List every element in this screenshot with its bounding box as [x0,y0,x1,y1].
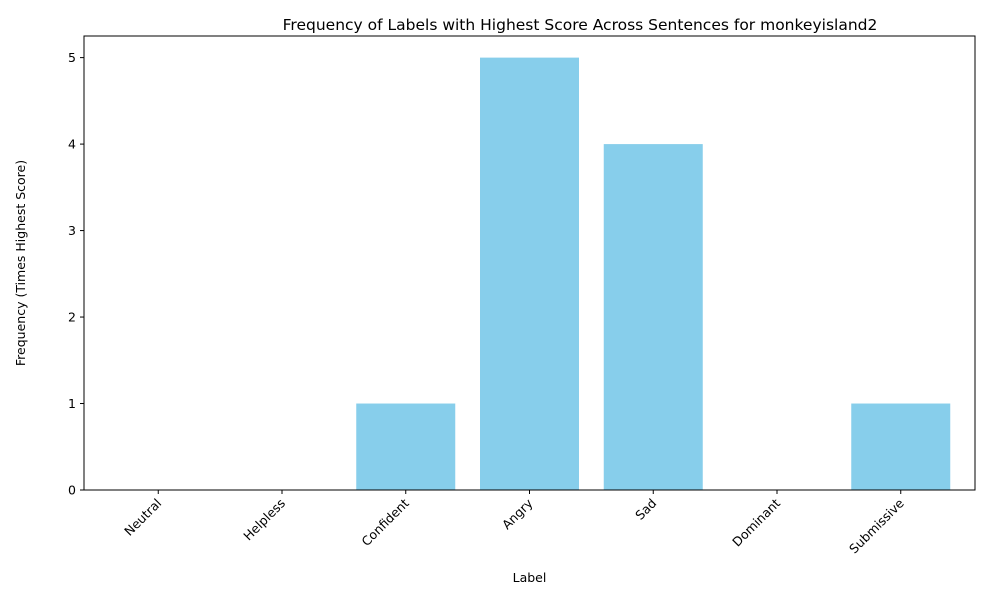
y-tick-label: 0 [68,483,76,498]
bar-angry [480,57,579,490]
plot-frame [83,35,976,491]
x-axis-ticks: Neutral Helpless Confident Angry Sad Dominant… [121,490,907,556]
y-tick-label: 4 [68,137,76,152]
x-tick-label: Dominant [729,495,783,549]
y-axis-label: Frequency (Times Highest Score) [13,160,28,366]
x-axis-label: Label [513,570,547,585]
x-tick-label: Submissive [846,495,907,556]
bar-sad [603,144,703,490]
y-axis-ticks: 0 1 2 3 4 5 [68,50,84,498]
y-tick-label: 3 [68,223,76,238]
x-tick-label: Helpless [240,496,288,544]
x-tick-label: Confident [358,495,412,549]
x-tick-label: Neutral [121,496,164,539]
bar-confident [356,403,456,490]
x-tick-label: Angry [499,495,536,532]
chart-title: Frequency of Labels with Highest Score A… [283,16,878,34]
y-tick-label: 1 [68,396,76,411]
y-tick-label: 5 [68,50,76,65]
y-tick-label: 2 [68,310,76,325]
bars-group [356,57,951,490]
bar-submissive [851,403,951,490]
x-tick-label: Sad [632,496,659,523]
